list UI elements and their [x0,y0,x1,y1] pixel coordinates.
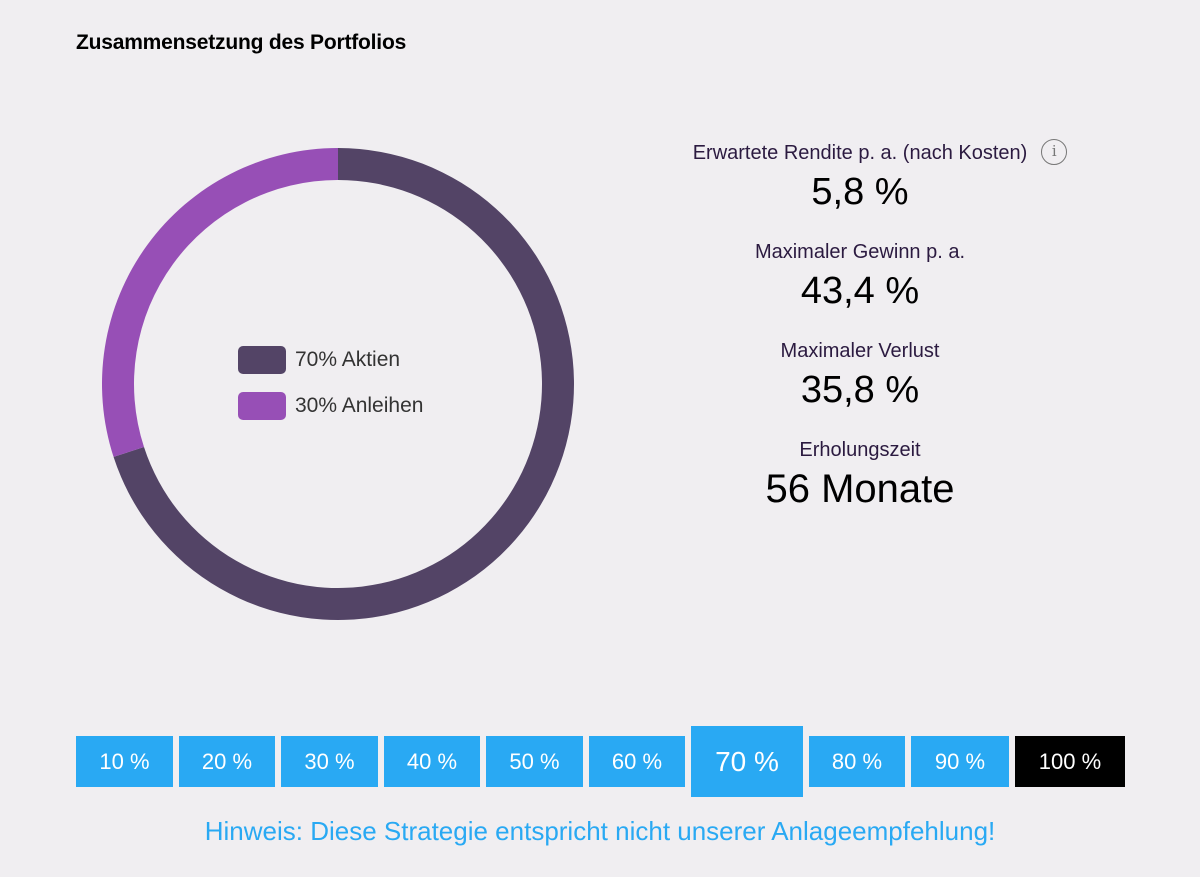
allocation-option-40[interactable]: 40 % [384,736,480,787]
allocation-option-20[interactable]: 20 % [179,736,275,787]
metric-erholung-value: 56 Monate [765,467,955,511]
allocation-option-90[interactable]: 90 % [911,736,1009,787]
chart-legend: 70% Aktien 30% Anleihen [238,346,423,438]
metric-erholung: Erholungszeit 56 Monate [610,435,1110,534]
allocation-option-70[interactable]: 70 % [691,726,803,797]
legend-label-anleihen: 30% Anleihen [295,394,424,417]
page-title: Zusammensetzung des Portfolios [76,31,407,54]
metric-erholung-label: Erholungszeit [799,439,921,461]
portfolio-donut-chart [101,148,574,620]
info-icon[interactable]: i [1041,139,1068,165]
legend-label-aktien: 70% Aktien [295,348,401,371]
metric-rendite: Erwartete Rendite p. a. (nach Kosten) i … [610,138,1110,237]
metric-rendite-label: Erwartete Rendite p. a. (nach Kosten) i [692,138,1068,168]
allocation-option-50[interactable]: 50 % [486,736,583,787]
metric-verlust-label: Maximaler Verlust [780,340,940,362]
metric-verlust: Maximaler Verlust 35,8 % [610,336,1110,435]
metrics-panel: Erwartete Rendite p. a. (nach Kosten) i … [610,138,1110,534]
allocation-option-100[interactable]: 100 % [1015,736,1125,787]
legend-swatch-aktien [238,346,286,374]
metric-gewinn-label: Maximaler Gewinn p. a. [754,241,966,263]
legend-swatch-anleihen [238,392,286,420]
legend-item-aktien: 70% Aktien [238,346,423,374]
allocation-option-80[interactable]: 80 % [809,736,905,787]
allocation-option-30[interactable]: 30 % [281,736,378,787]
legend-item-anleihen: 30% Anleihen [238,392,423,420]
allocation-selector: 10 % 20 % 30 % 40 % 50 % 60 % 70 % 80 % … [76,726,1125,797]
metric-gewinn-value: 43,4 % [800,270,920,312]
metric-verlust-value: 35,8 % [800,369,920,411]
allocation-option-60[interactable]: 60 % [589,736,685,787]
hint-text: Hinweis: Diese Strategie entspricht nich… [204,816,996,846]
metric-rendite-value: 5,8 % [811,171,909,213]
metric-rendite-label-text: Erwartete Rendite p. a. (nach Kosten) [692,142,1028,164]
donut-slice-anleihen [101,148,339,457]
allocation-option-10[interactable]: 10 % [76,736,173,787]
metric-gewinn: Maximaler Gewinn p. a. 43,4 % [610,237,1110,336]
